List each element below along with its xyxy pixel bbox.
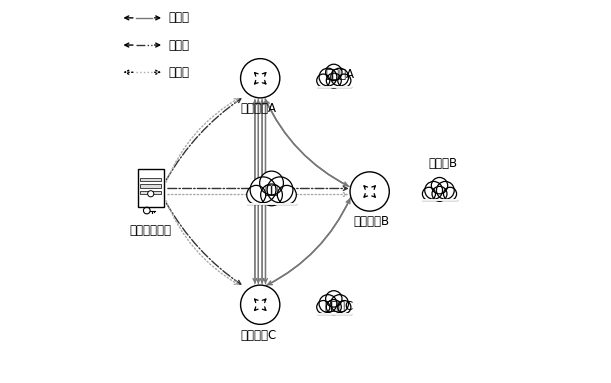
- Circle shape: [241, 59, 280, 98]
- Circle shape: [277, 185, 296, 205]
- Circle shape: [331, 295, 348, 313]
- Circle shape: [326, 291, 342, 307]
- Text: 密码设备B: 密码设备B: [354, 215, 390, 228]
- Circle shape: [326, 64, 342, 80]
- Text: 局域网A: 局域网A: [325, 68, 354, 81]
- FancyArrowPatch shape: [253, 101, 257, 284]
- FancyArrowPatch shape: [260, 99, 264, 282]
- Text: 网络: 网络: [265, 184, 279, 197]
- FancyArrowPatch shape: [265, 99, 348, 186]
- FancyArrowPatch shape: [253, 99, 257, 282]
- Text: 局域网B: 局域网B: [429, 157, 458, 170]
- Circle shape: [331, 68, 348, 86]
- FancyArrowPatch shape: [263, 101, 268, 284]
- FancyArrowPatch shape: [257, 101, 260, 284]
- Circle shape: [432, 187, 447, 201]
- Circle shape: [444, 187, 456, 200]
- FancyArrowPatch shape: [260, 101, 264, 284]
- Circle shape: [338, 74, 351, 87]
- Bar: [141, 191, 161, 195]
- Text: 局域网C: 局域网C: [325, 300, 354, 313]
- Text: 协商流: 协商流: [169, 66, 189, 79]
- Circle shape: [267, 177, 293, 203]
- Circle shape: [319, 68, 337, 86]
- FancyArrowPatch shape: [266, 100, 349, 187]
- Bar: [316, 304, 351, 314]
- Bar: [246, 191, 297, 205]
- Circle shape: [250, 177, 276, 203]
- Bar: [422, 191, 457, 201]
- Circle shape: [436, 182, 454, 199]
- FancyArrowPatch shape: [166, 203, 241, 284]
- Circle shape: [431, 177, 448, 194]
- Circle shape: [260, 171, 284, 195]
- Circle shape: [338, 301, 351, 314]
- Bar: [141, 178, 161, 181]
- Text: 密鑰管理中心: 密鑰管理中心: [130, 224, 172, 237]
- Circle shape: [247, 185, 266, 205]
- Circle shape: [326, 73, 342, 88]
- Circle shape: [241, 285, 280, 324]
- Circle shape: [326, 300, 342, 314]
- FancyArrowPatch shape: [257, 99, 260, 282]
- Text: 控制流: 控制流: [169, 39, 189, 52]
- FancyArrowPatch shape: [268, 198, 350, 285]
- Circle shape: [319, 295, 337, 313]
- FancyArrowPatch shape: [263, 99, 268, 282]
- Circle shape: [148, 191, 154, 197]
- Text: 业务流: 业务流: [169, 11, 189, 25]
- Text: 密码设备C: 密码设备C: [240, 329, 276, 342]
- Circle shape: [350, 172, 389, 211]
- Circle shape: [316, 74, 330, 87]
- FancyArrowPatch shape: [266, 200, 350, 285]
- FancyArrowPatch shape: [166, 98, 238, 182]
- FancyArrowPatch shape: [168, 187, 347, 190]
- Bar: [138, 169, 164, 207]
- Text: 密码设备A: 密码设备A: [240, 102, 276, 115]
- Circle shape: [261, 184, 282, 206]
- FancyArrowPatch shape: [166, 99, 241, 180]
- Circle shape: [316, 301, 330, 314]
- Circle shape: [425, 182, 442, 199]
- Bar: [141, 185, 161, 188]
- FancyArrowPatch shape: [168, 193, 347, 196]
- Circle shape: [422, 187, 436, 200]
- Bar: [316, 78, 351, 88]
- FancyArrowPatch shape: [166, 201, 238, 285]
